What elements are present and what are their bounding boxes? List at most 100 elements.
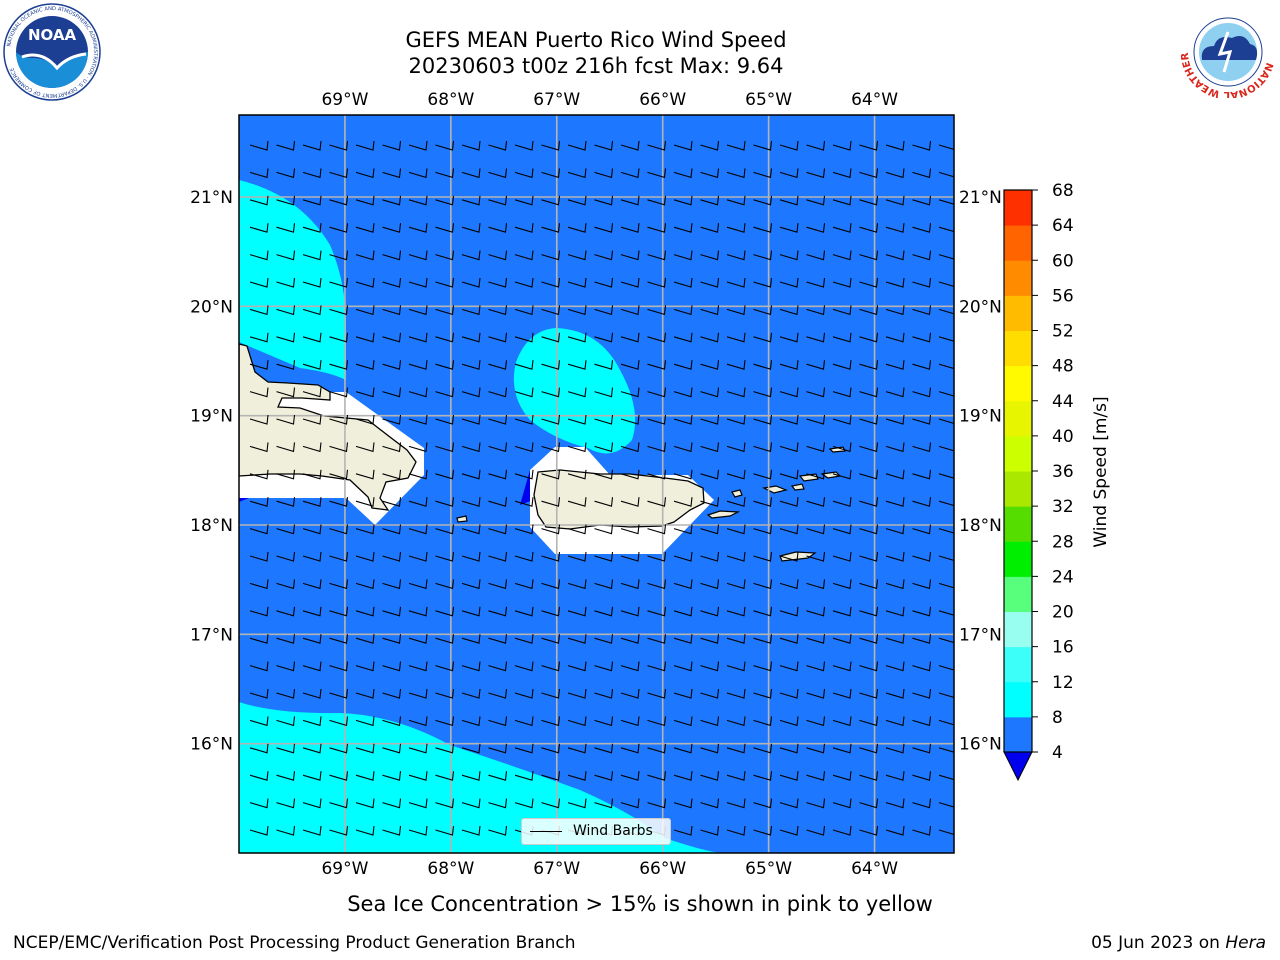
wind-barb <box>832 551 852 562</box>
wind-barb <box>779 688 799 699</box>
wind-barb <box>912 798 932 809</box>
wind-barb <box>700 442 720 453</box>
wind-barb <box>912 442 932 453</box>
wind-barb <box>912 661 932 672</box>
lat-tick-label-right: 16°N <box>959 735 1002 755</box>
wind-barb <box>329 497 349 507</box>
wind-barb <box>408 305 428 316</box>
wind-barb <box>249 716 269 727</box>
wind-barb <box>912 716 932 727</box>
wind-barb <box>859 469 879 480</box>
wind-barb <box>302 442 322 453</box>
colorbar-segment <box>1004 576 1032 612</box>
lat-tick-label-left: 17°N <box>190 625 233 645</box>
wind-barb <box>488 551 508 562</box>
wind-barb <box>329 579 349 590</box>
wind-barb <box>806 168 826 179</box>
colorbar-tick-label: 64 <box>1052 216 1074 236</box>
wind-barb <box>753 661 773 672</box>
wind-barb <box>408 414 428 425</box>
wind-barb <box>753 524 773 535</box>
wind-barb <box>726 634 746 644</box>
wind-barb <box>276 360 296 370</box>
wind-barb <box>541 195 561 206</box>
colorbar-segment <box>1004 295 1032 331</box>
wind-barb <box>488 250 508 261</box>
wind-barb <box>355 387 375 398</box>
wind-speed-contour-8-12-nw <box>239 180 346 380</box>
wind-barb <box>779 332 799 343</box>
map-subtitle: 20230603 t00z 216h fcst Max: 9.64 <box>408 54 784 78</box>
wind-barb <box>435 195 455 206</box>
wind-barb <box>249 277 269 288</box>
wind-barb <box>806 771 826 781</box>
wind-barb <box>832 743 852 754</box>
wind-barb <box>912 195 932 206</box>
wind-barb <box>912 414 932 425</box>
wind-barb <box>408 360 428 370</box>
colorbar-tick-label: 56 <box>1052 286 1074 306</box>
wind-barb <box>408 524 428 535</box>
wind-barb <box>779 634 799 644</box>
colorbar-tick-label: 16 <box>1052 638 1074 658</box>
colorbar-tick-label: 44 <box>1052 392 1074 412</box>
wind-barb <box>779 798 799 809</box>
wind-barb <box>726 743 746 754</box>
wind-barb <box>567 250 587 261</box>
colorbar-segment <box>1004 190 1032 226</box>
wind-barb <box>726 442 746 453</box>
wind-barb <box>302 798 322 809</box>
wind-barb <box>938 391 954 397</box>
wind-barb <box>355 223 375 233</box>
wind-barb <box>620 223 640 233</box>
colorbar-tick-label: 36 <box>1052 462 1074 482</box>
wind-barb <box>620 332 640 343</box>
wind-barb <box>673 661 693 672</box>
wind-barb <box>938 610 954 616</box>
wind-barb <box>435 551 455 562</box>
wind-barb <box>700 332 720 343</box>
wind-barb <box>726 661 746 672</box>
wind-barb <box>276 387 296 398</box>
wind-barb <box>514 524 534 535</box>
wind-barb <box>885 606 905 617</box>
wind-barb <box>673 634 693 644</box>
wind-barb <box>461 360 481 370</box>
wind-barb <box>620 771 640 781</box>
wind-barb <box>726 332 746 343</box>
wind-barb <box>938 418 954 424</box>
wind-barb <box>489 853 507 862</box>
wind-barb <box>408 168 428 179</box>
wind-barb <box>382 634 402 644</box>
wind-barb <box>541 332 561 343</box>
wind-barb <box>726 360 746 370</box>
wind-barb <box>885 305 905 316</box>
wind-barb <box>700 688 720 699</box>
wind-barb <box>673 716 693 727</box>
wind-barb <box>647 634 667 644</box>
wind-barb <box>806 387 826 398</box>
wind-barb <box>779 661 799 672</box>
wind-barb <box>302 551 322 562</box>
wind-barb <box>620 387 640 398</box>
wind-barb <box>912 469 932 480</box>
wind-barb <box>726 414 746 425</box>
map-panel: 69°W 69°W 68°W 68°W 67°W 67°W 66°W 66°W 65°W 65°W… <box>190 90 1002 879</box>
wind-barb <box>382 688 402 699</box>
wind-barb <box>567 469 587 480</box>
wind-barb <box>567 332 587 343</box>
wind-barb <box>833 853 851 862</box>
wind-barb <box>832 250 852 261</box>
wind-barb <box>859 688 879 699</box>
wind-barb <box>859 442 879 453</box>
wind-barb <box>673 195 693 206</box>
colorbar-tick-label: 28 <box>1052 532 1074 552</box>
wind-barb <box>859 551 879 562</box>
wind-barb <box>938 473 954 479</box>
footer-date-text: 05 Jun 2023 on <box>1091 933 1226 953</box>
wind-barb <box>382 223 402 233</box>
wind-barb <box>753 743 773 754</box>
lat-tick-label-left: 18°N <box>190 516 233 536</box>
wind-barb <box>302 469 322 480</box>
